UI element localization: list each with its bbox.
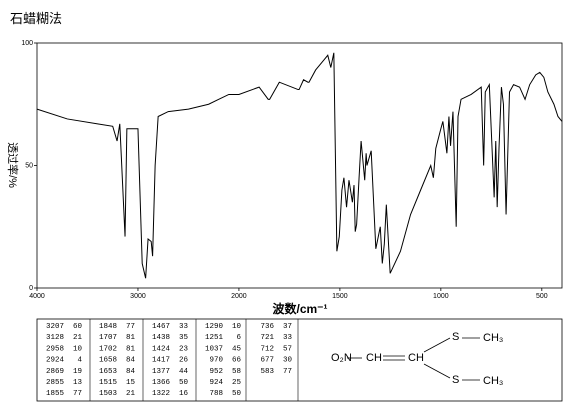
peak-wavenumber: 3207 [46, 323, 64, 331]
peak-transmittance: 84 [126, 368, 136, 376]
x-tick-label: 4000 [29, 293, 45, 300]
peak-transmittance: 16 [179, 390, 189, 398]
peak-transmittance: 23 [179, 345, 189, 353]
peak-wavenumber: 1653 [99, 368, 118, 376]
peak-transmittance: 30 [283, 357, 293, 365]
peak-wavenumber: 1848 [99, 323, 117, 331]
peak-wavenumber: 1467 [152, 323, 170, 331]
peak-transmittance: 37 [283, 323, 292, 331]
structure-bonds [347, 337, 480, 381]
peak-transmittance: 50 [179, 379, 189, 387]
peak-transmittance: 84 [126, 357, 136, 365]
peak-wavenumber: 788 [209, 390, 223, 398]
peak-transmittance: 60 [73, 323, 83, 331]
peak-wavenumber: 1424 [152, 345, 171, 353]
peak-wavenumber: 3128 [46, 334, 64, 342]
peak-transmittance: 21 [73, 334, 83, 342]
structure-text: CH [408, 352, 424, 364]
peak-wavenumber: 712 [260, 345, 274, 353]
peak-transmittance: 33 [283, 334, 293, 342]
peak-wavenumber: 2958 [46, 345, 64, 353]
peak-wavenumber: 1438 [152, 334, 170, 342]
peak-wavenumber: 1377 [152, 368, 170, 376]
table-frame [36, 318, 563, 402]
spectrum-line [36, 52, 563, 279]
peak-wavenumber: 1037 [205, 345, 223, 353]
peak-transmittance: 26 [179, 357, 189, 365]
structure-text: O₂N [331, 352, 352, 364]
peak-wavenumber: 736 [260, 323, 274, 331]
peak-transmittance: 19 [73, 368, 82, 376]
peak-wavenumber: 1702 [99, 345, 117, 353]
y-tick-label: 100 [21, 40, 33, 47]
peak-transmittance: 13 [73, 379, 83, 387]
peak-wavenumber: 2869 [46, 368, 64, 376]
peak-transmittance: 66 [232, 357, 242, 365]
x-tick-label: 1000 [433, 293, 449, 300]
peak-wavenumber: 952 [209, 368, 223, 376]
peak-wavenumber: 1503 [99, 390, 118, 398]
x-tick-label: 3000 [130, 293, 146, 300]
peak-wavenumber: 1322 [152, 390, 170, 398]
peak-transmittance: 77 [126, 323, 135, 331]
peak-transmittance: 33 [179, 323, 189, 331]
y-tick-label: 50 [25, 162, 33, 169]
peak-transmittance: 15 [126, 379, 136, 387]
peak-wavenumber: 1707 [99, 334, 117, 342]
peak-transmittance: 4 [77, 357, 82, 365]
peak-wavenumber: 2924 [46, 357, 65, 365]
peak-wavenumber: 1515 [99, 379, 118, 387]
x-tick-label: 1500 [332, 293, 348, 300]
y-axis-label: 透过率/% [6, 142, 20, 188]
peak-transmittance: 81 [126, 334, 136, 342]
peak-wavenumber: 677 [260, 357, 274, 365]
peak-transmittance: 45 [232, 345, 242, 353]
peak-wavenumber: 924 [209, 379, 223, 387]
peak-wavenumber: 1855 [46, 390, 65, 398]
peak-transmittance: 77 [283, 368, 292, 376]
structure-text: S [452, 374, 459, 386]
peak-transmittance: 44 [179, 368, 189, 376]
y-tick-label: 0 [29, 285, 33, 292]
peak-transmittance: 50 [232, 390, 242, 398]
structure-text: CH₃ [483, 375, 503, 387]
peak-wavenumber: 1290 [205, 323, 224, 331]
peak-transmittance: 58 [232, 368, 241, 376]
peak-transmittance: 10 [232, 323, 242, 331]
peak-wavenumber: 1366 [152, 379, 171, 387]
peak-transmittance: 77 [73, 390, 82, 398]
peak-transmittance: 6 [236, 334, 241, 342]
structure-text: S [452, 331, 459, 343]
peak-transmittance: 81 [126, 345, 136, 353]
peak-transmittance: 35 [179, 334, 189, 342]
structure-text: CH [366, 352, 382, 364]
peak-transmittance: 25 [232, 379, 242, 387]
peak-wavenumber: 721 [260, 334, 274, 342]
chart-title: 石蜡糊法 [10, 11, 62, 26]
peak-transmittance: 10 [73, 345, 83, 353]
peak-wavenumber: 2855 [46, 379, 65, 387]
peak-wavenumber: 970 [209, 357, 223, 365]
peak-wavenumber: 1251 [205, 334, 224, 342]
peak-wavenumber: 1417 [152, 357, 170, 365]
peak-transmittance: 57 [283, 345, 292, 353]
peak-wavenumber: 583 [260, 368, 274, 376]
x-tick-label: 500 [536, 293, 548, 300]
peak-wavenumber: 1658 [99, 357, 117, 365]
x-tick-label: 2000 [231, 293, 247, 300]
peak-transmittance: 21 [126, 390, 136, 398]
x-axis-label: 波数/cm⁻¹ [272, 301, 327, 316]
structure-text: CH₃ [483, 332, 503, 344]
